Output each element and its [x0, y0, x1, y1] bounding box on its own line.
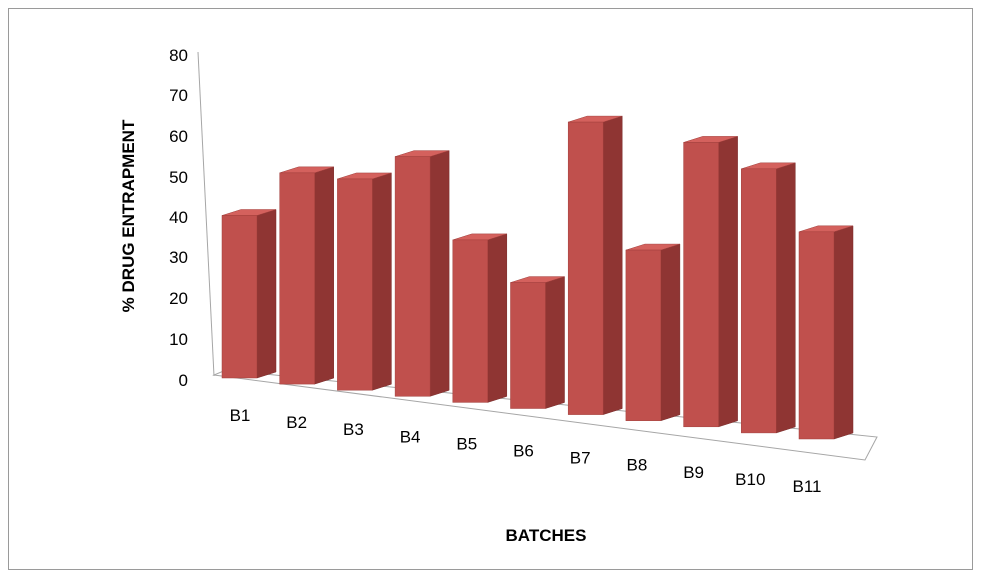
y-tick-label: 0 [179, 371, 188, 390]
x-tick-label: B4 [400, 427, 421, 446]
bar-side-face [602, 115, 623, 415]
bar-front-face [394, 156, 431, 397]
bar [221, 209, 277, 379]
bar-front-face [510, 282, 546, 409]
bar-side-face [256, 209, 277, 379]
bar-front-face [221, 215, 258, 379]
bar [683, 136, 738, 428]
x-tick-label: B5 [456, 434, 477, 453]
bar [567, 115, 623, 415]
y-tick-label: 30 [169, 248, 188, 267]
x-tick-label: B10 [735, 470, 765, 489]
x-tick-label: B1 [230, 406, 251, 425]
x-tick-label: B8 [627, 456, 648, 475]
bar-front-face [625, 249, 662, 421]
y-tick-label: 20 [169, 289, 188, 308]
bar-side-face [776, 162, 796, 434]
bar [625, 243, 681, 422]
bar-front-face [741, 168, 777, 434]
chart-frame [8, 8, 973, 570]
bar [394, 150, 450, 397]
x-axis-title: BATCHES [506, 526, 587, 545]
y-tick-label: 80 [169, 46, 188, 65]
bar-front-face [337, 178, 373, 391]
bar-front-face [279, 172, 315, 385]
bar [510, 276, 565, 409]
y-axis-line [197, 51, 215, 377]
bar-side-face [660, 243, 681, 422]
chart-bars [221, 115, 854, 440]
y-tick-label: 50 [169, 168, 188, 187]
bar-side-face [372, 172, 392, 391]
bar-side-face [429, 150, 450, 397]
bar [798, 225, 854, 440]
y-tick-label: 60 [169, 127, 188, 146]
y-tick-label: 70 [169, 86, 188, 105]
bar [279, 166, 334, 385]
x-tick-label: B3 [343, 420, 364, 439]
bar-side-face [833, 225, 854, 440]
bar-front-face [567, 121, 604, 415]
x-axis-categories: B1 B2 B3 B4 B5 B6 B7 B8 B9 B10 B11 [230, 406, 822, 496]
bar [741, 162, 796, 434]
x-tick-label: B6 [513, 442, 534, 461]
y-tick-label: 40 [169, 208, 188, 227]
x-tick-label: B7 [570, 449, 591, 468]
bar [452, 233, 508, 403]
x-tick-label: B9 [683, 463, 704, 482]
bar-side-face [718, 136, 738, 428]
y-tick-label: 10 [169, 330, 188, 349]
bar-side-face [545, 276, 565, 409]
bar-side-face [314, 166, 334, 385]
bar-front-face [798, 231, 835, 440]
bar [337, 172, 392, 391]
bar-front-face [452, 239, 489, 403]
bar-side-face [487, 233, 508, 403]
x-tick-label: B2 [286, 413, 307, 432]
x-tick-label: B11 [793, 477, 822, 496]
y-axis-title: % DRUG ENTRAPMENT [119, 119, 138, 312]
y-axis-ticks: 0 10 20 30 40 50 60 70 80 [169, 46, 188, 390]
bar-front-face [683, 142, 719, 428]
